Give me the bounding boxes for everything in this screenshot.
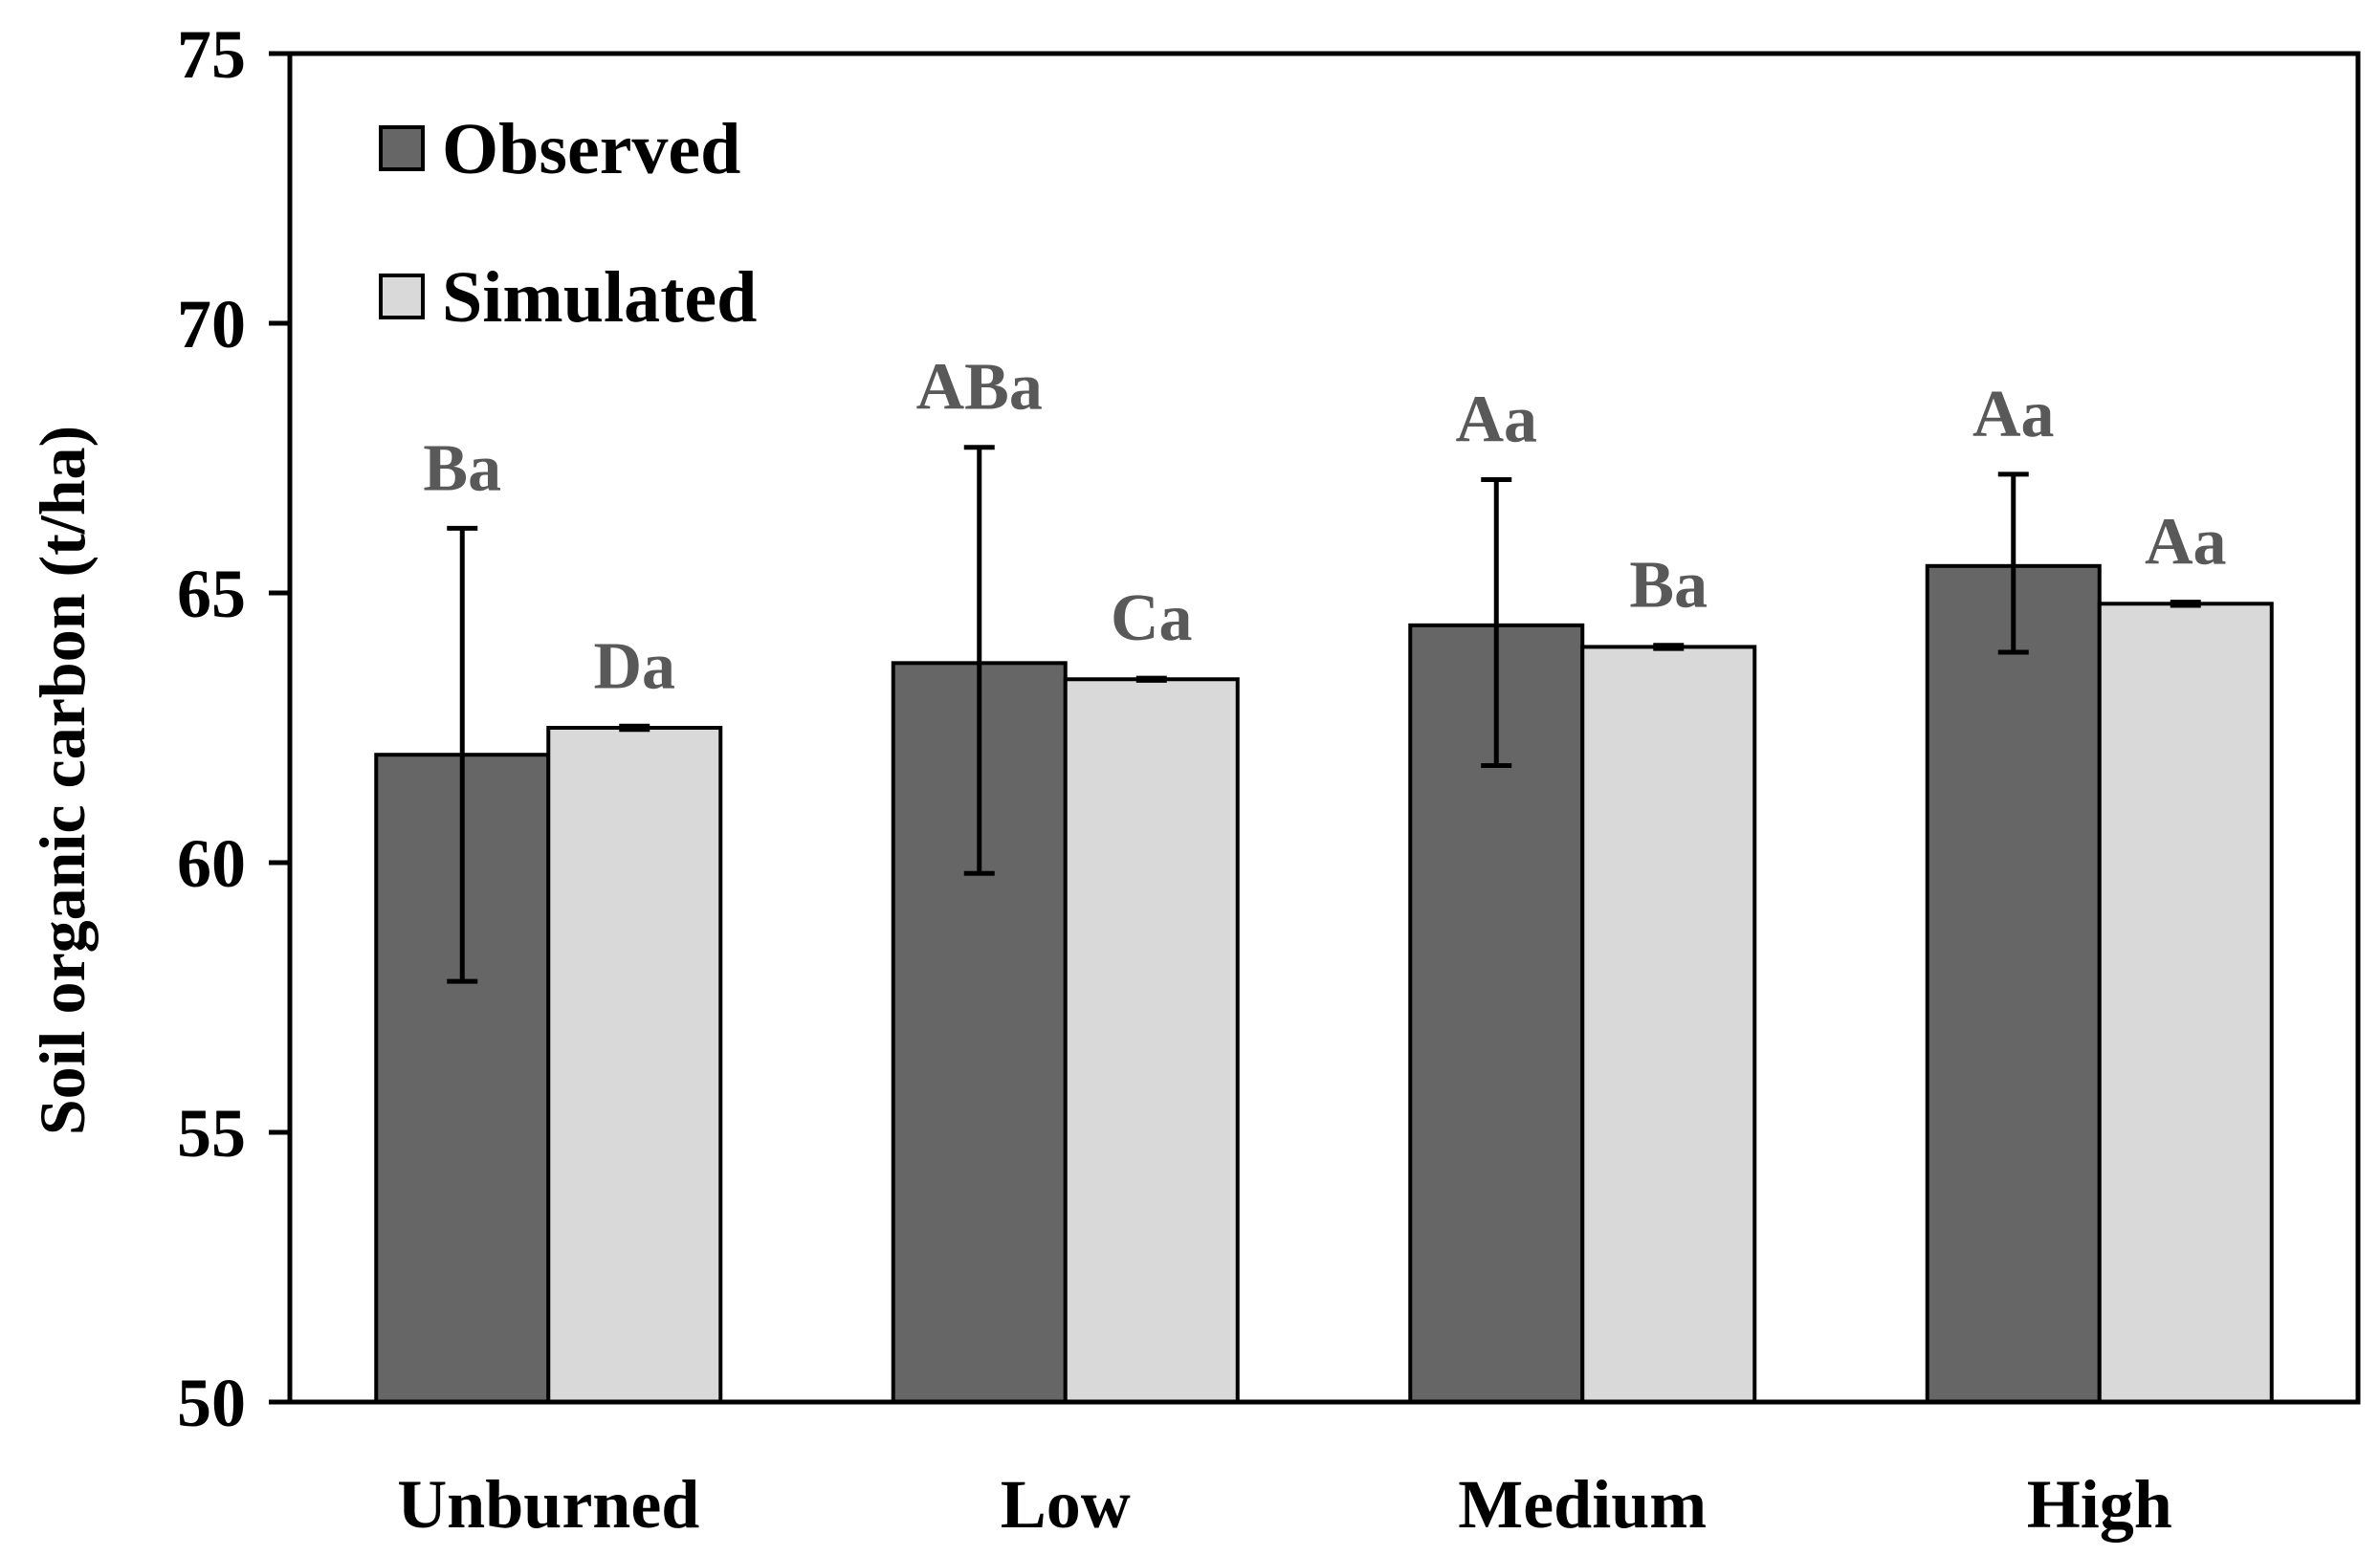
x-tick-label-high: High (2027, 1466, 2172, 1543)
y-tick-label-65: 65 (177, 556, 246, 632)
error-bar-observed-high (1997, 471, 2029, 655)
legend-label-observed: Observed (442, 109, 740, 189)
legend-item-simulated: Simulated (379, 257, 757, 338)
y-tick-label-50: 50 (177, 1365, 246, 1441)
x-tick-label-unburned: Unburned (397, 1466, 699, 1543)
x-tick-label-low: Low (1001, 1466, 1131, 1543)
x-tick-label-medium: Medium (1458, 1466, 1707, 1543)
sig-label-observed-low: ABa (916, 351, 1043, 425)
legend: Observed Simulated (379, 109, 757, 338)
legend-label-simulated: Simulated (442, 257, 757, 338)
y-axis-title: Soil organic carbon (t/ha) (26, 426, 99, 1135)
sig-label-observed-unburned: Ba (423, 431, 501, 505)
y-tick-label-70: 70 (177, 286, 246, 362)
error-bar-simulated-medium (1653, 643, 1685, 651)
legend-swatch-simulated (379, 274, 425, 319)
error-bar-observed-unburned (447, 525, 478, 984)
bar-simulated-low (1063, 677, 1240, 1404)
sig-label-simulated-low: Ca (1111, 581, 1193, 655)
error-bar-observed-low (963, 445, 995, 876)
bar-observed-high (1925, 563, 2102, 1404)
bar-simulated-unburned (546, 726, 723, 1404)
legend-swatch-observed (379, 125, 425, 171)
sig-label-simulated-medium: Ba (1629, 549, 1708, 623)
error-bar-simulated-unburned (619, 723, 650, 733)
y-tick-label-75: 75 (177, 16, 246, 93)
sig-label-observed-medium: Aa (1455, 384, 1537, 457)
significance-labels-layer: Ba Da ABa Ca Aa Ba Aa Aa (423, 351, 2226, 704)
error-bar-observed-medium (1481, 477, 1512, 768)
error-bar-simulated-low (1135, 675, 1167, 683)
legend-item-observed: Observed (379, 109, 740, 189)
y-tick-label-55: 55 (177, 1095, 246, 1172)
bars-layer (374, 563, 2274, 1404)
sig-label-observed-high: Aa (1972, 378, 2055, 451)
axis-layer: Unburned Low Medium High 50 55 60 65 70 75 Soil or… (26, 16, 2361, 1543)
sig-label-simulated-unburned: Da (593, 629, 675, 703)
error-bar-simulated-high (2170, 600, 2201, 608)
bar-simulated-high (2097, 602, 2274, 1404)
y-tick-label-60: 60 (177, 825, 246, 902)
error-bars-layer (447, 445, 2201, 984)
bar-simulated-medium (1580, 645, 1757, 1404)
plot-frame (287, 51, 2361, 1405)
sig-label-simulated-high: Aa (2145, 506, 2227, 580)
